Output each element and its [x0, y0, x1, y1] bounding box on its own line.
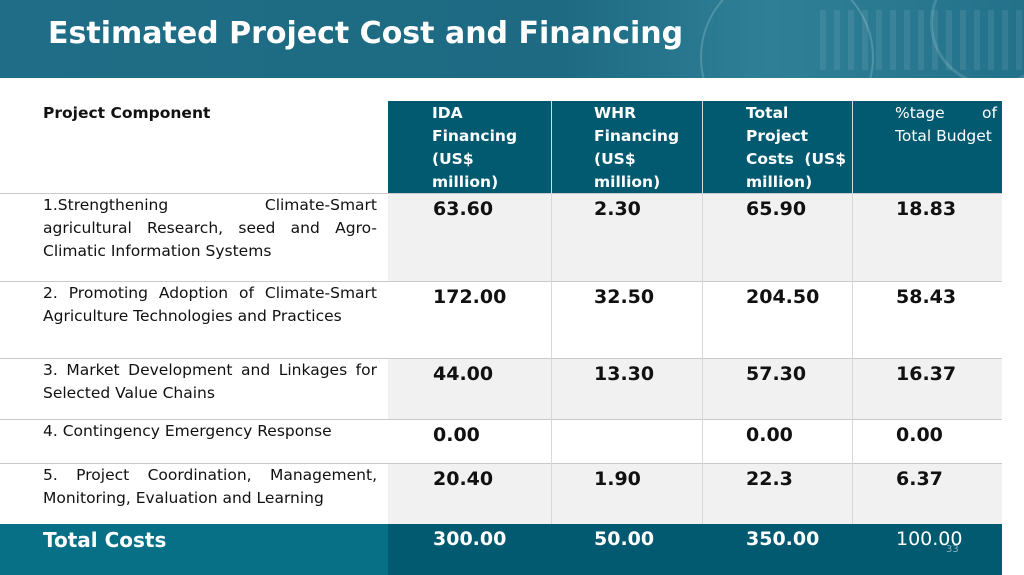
- row-background: [388, 464, 1002, 524]
- row-3-ida: 44.00: [433, 363, 494, 385]
- totals-row: [0, 524, 1002, 575]
- row-background: [388, 359, 1002, 419]
- totals-ida: 300.00: [433, 528, 507, 550]
- header-ida-financing: IDA Financing (US$ million): [432, 104, 518, 191]
- row-1-total: 65.90: [746, 198, 807, 220]
- header-cell-bg: [551, 101, 702, 193]
- row-1-ida: 63.60: [433, 198, 494, 220]
- row-4-pct: 0.00: [896, 424, 943, 446]
- row-5-component: 5. Project Coordination, Management, Mon…: [43, 466, 377, 507]
- row-divider: [0, 463, 1002, 464]
- row-3-whr: 13.30: [594, 363, 655, 385]
- row-4-ida: 0.00: [433, 424, 480, 446]
- totals-pct: 100.00: [896, 528, 963, 550]
- row-3-pct: 16.37: [896, 363, 957, 385]
- header-percent-total-budget: %tage of Total Budget: [895, 104, 997, 145]
- column-divider: [702, 101, 703, 575]
- row-background: [388, 420, 1002, 463]
- column-divider: [852, 101, 853, 575]
- row-divider: [0, 358, 1002, 359]
- totals-label-bg: [0, 524, 388, 575]
- row-2-ida: 172.00: [433, 286, 507, 308]
- slide-title: Estimated Project Cost and Financing: [48, 16, 684, 51]
- page-number: 33: [946, 544, 959, 555]
- row-4-component: 4. Contingency Emergency Response: [43, 422, 332, 440]
- row-background: [388, 194, 1002, 281]
- totals-total: 350.00: [746, 528, 820, 550]
- header-whr-financing: WHR Financing (US$ million): [594, 104, 680, 191]
- header-cell-bg: [388, 101, 551, 193]
- row-5-pct: 6.37: [896, 468, 943, 490]
- header-cell-bg: [702, 101, 852, 193]
- row-5-ida: 20.40: [433, 468, 494, 490]
- row-1-component: 1.Strengthening Climate-Smart agricultur…: [43, 196, 377, 260]
- row-1-pct: 18.83: [896, 198, 957, 220]
- title-banner: Estimated Project Cost and Financing: [0, 0, 1024, 78]
- header-cell-bg: [852, 101, 1002, 193]
- row-3-total: 57.30: [746, 363, 807, 385]
- row-2-total: 204.50: [746, 286, 820, 308]
- row-background: [388, 282, 1002, 358]
- header-project-component: Project Component: [43, 104, 211, 122]
- row-4-total: 0.00: [746, 424, 793, 446]
- row-divider: [0, 281, 1002, 282]
- row-1-whr: 2.30: [594, 198, 641, 220]
- row-divider: [0, 193, 1002, 194]
- row-5-total: 22.3: [746, 468, 793, 490]
- banner-decoration: [930, 0, 1024, 78]
- row-3-component: 3. Market Development and Linkages for S…: [43, 361, 377, 402]
- row-5-whr: 1.90: [594, 468, 641, 490]
- row-divider: [0, 419, 1002, 420]
- row-2-component: 2. Promoting Adoption of Climate-Smart A…: [43, 284, 377, 325]
- row-2-pct: 58.43: [896, 286, 957, 308]
- row-2-whr: 32.50: [594, 286, 655, 308]
- totals-label: Total Costs: [43, 528, 167, 552]
- header-total-project-costs: Total Project Costs (US$ million): [746, 104, 846, 191]
- column-divider: [551, 101, 552, 524]
- totals-whr: 50.00: [594, 528, 655, 550]
